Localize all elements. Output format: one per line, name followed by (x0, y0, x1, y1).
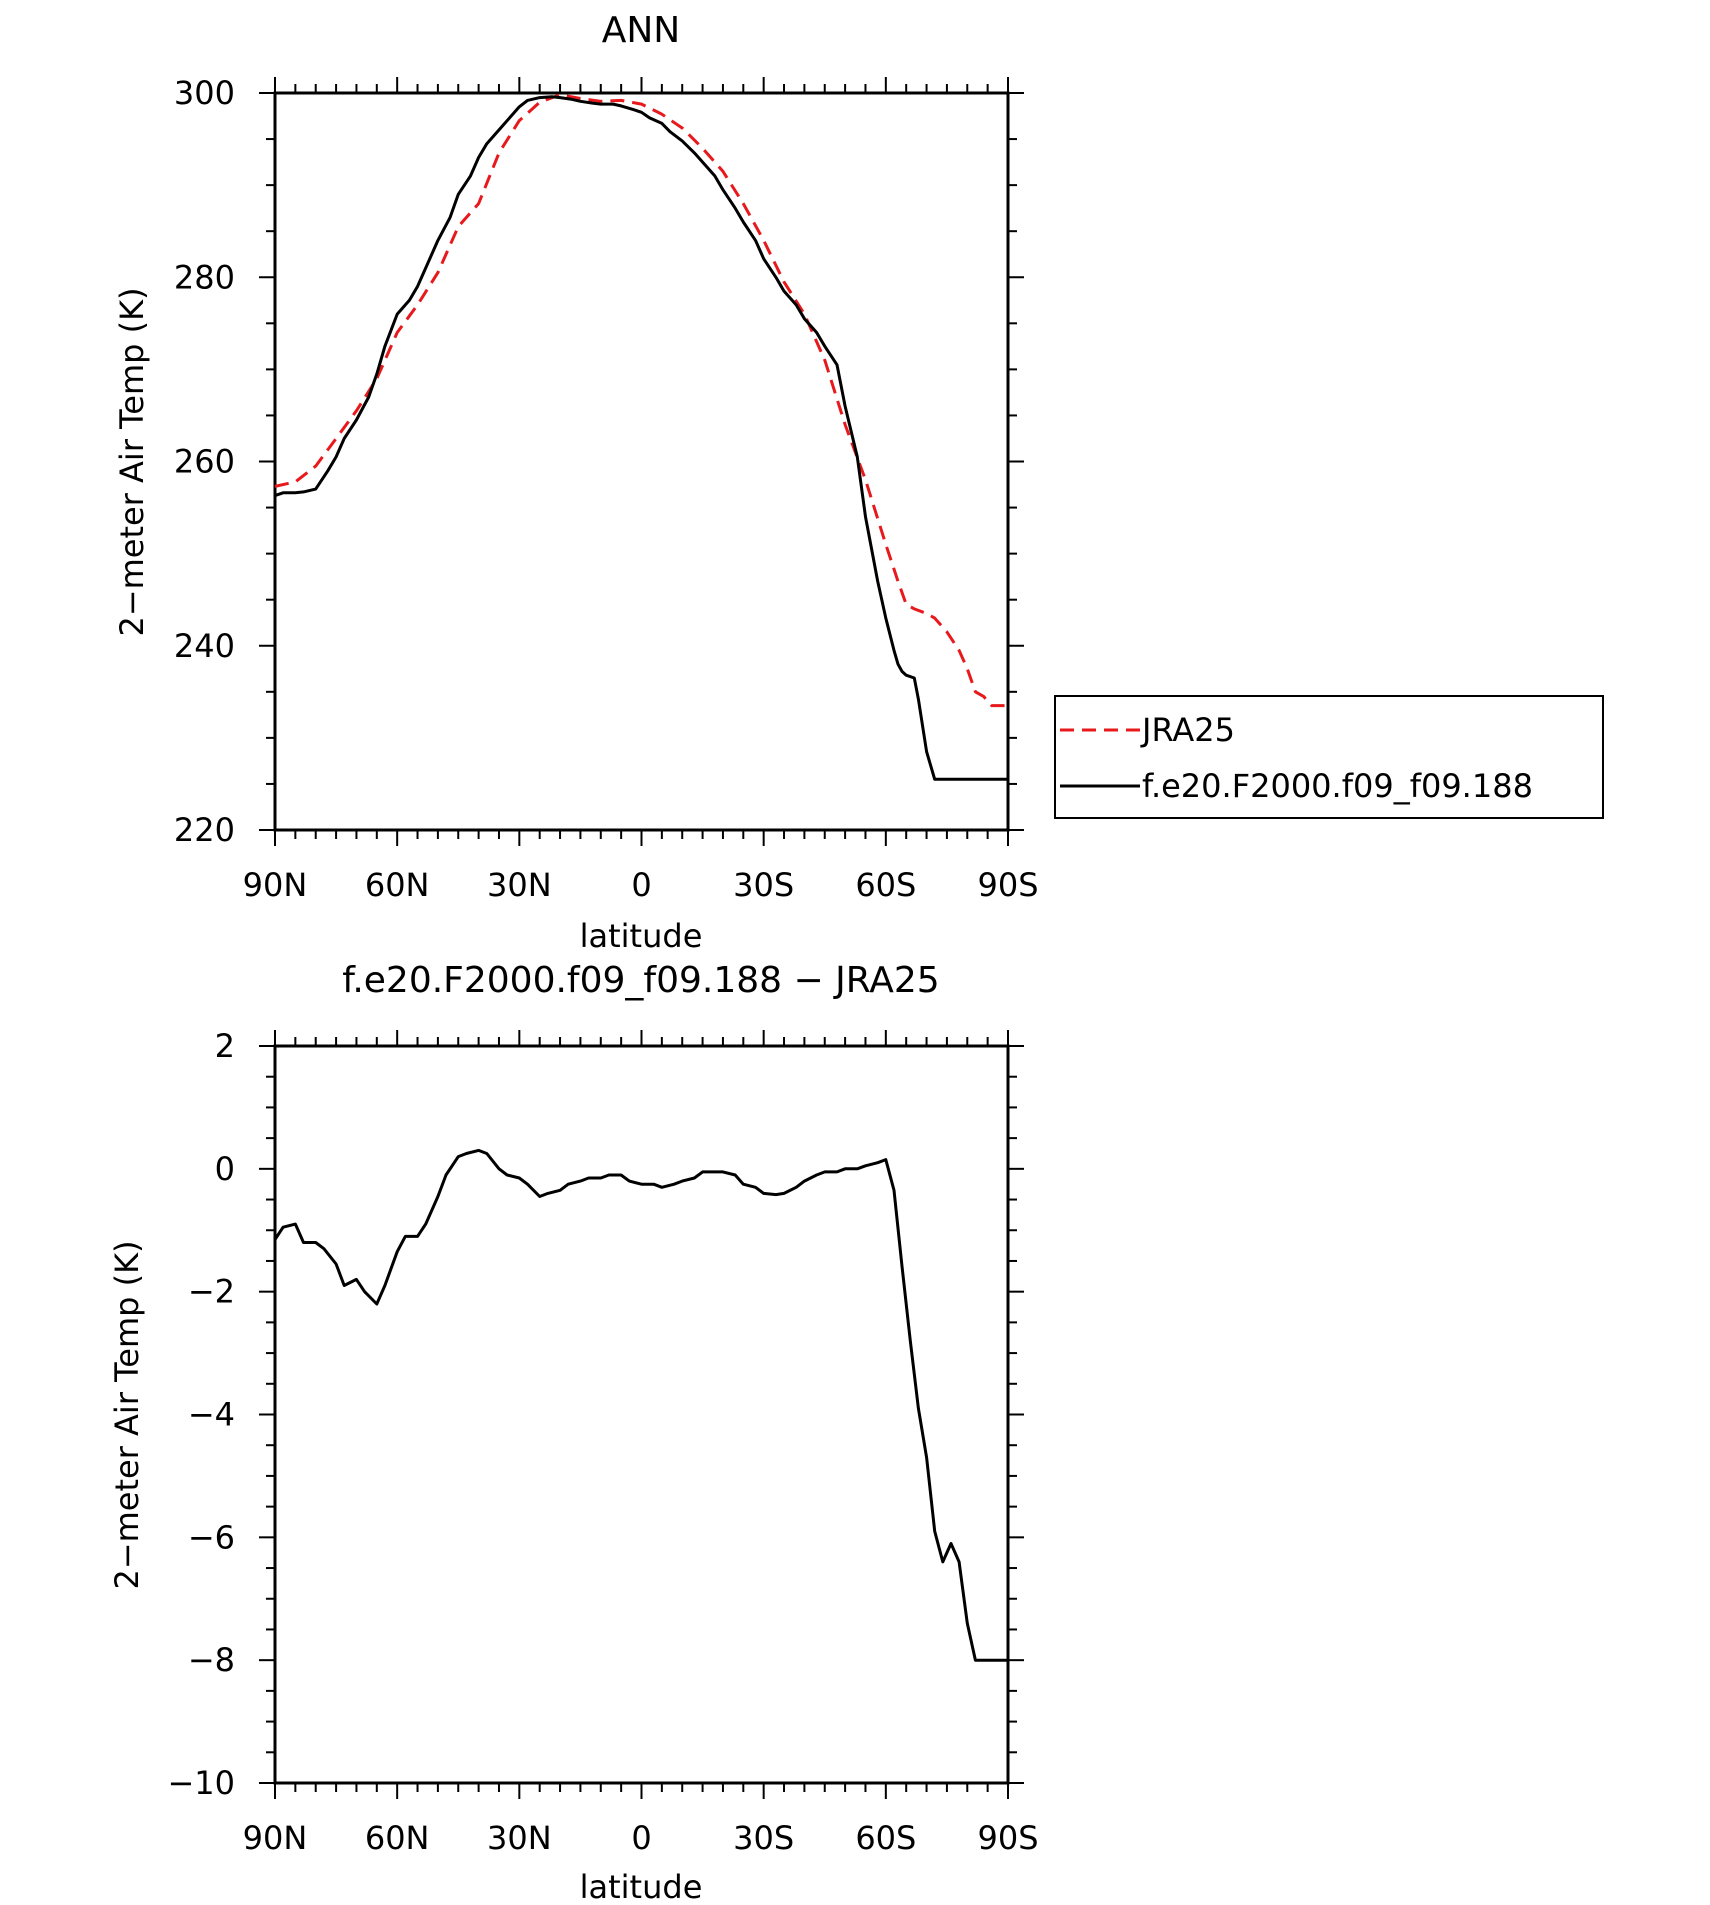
x-tick-label: 60N (365, 1819, 430, 1857)
bottom-x-axis-label: latitude (580, 1868, 703, 1905)
y-tick-label: 260 (174, 443, 235, 481)
y-tick-label: −8 (188, 1641, 235, 1679)
top-panel: ANN 90N 60N 30N 0 30S 60S 90S 220240260280300 … (113, 10, 1039, 955)
x-tick-label: 90S (977, 866, 1038, 904)
top-y-axis-label: 2−meter Air Temp (K) (113, 287, 151, 636)
x-tick-label: 60N (365, 866, 430, 904)
x-tick-label: 60S (855, 1819, 916, 1857)
legend-label-jra25: JRA25 (1140, 711, 1235, 749)
y-tick-label: 280 (174, 258, 235, 296)
series-line-difference (273, 1148, 1008, 1662)
x-tick-label: 60S (855, 866, 916, 904)
legend-box (1054, 695, 1604, 819)
x-tick-label: 90S (977, 1819, 1038, 1857)
x-tick-label: 30S (733, 1819, 794, 1857)
y-tick-label: 0 (215, 1150, 235, 1188)
top-series-lines (274, 93, 1008, 781)
y-tick-label: 220 (174, 811, 235, 849)
x-tick-label: 0 (631, 1819, 651, 1857)
y-tick-label: 300 (174, 74, 235, 112)
y-tick-label: −4 (188, 1396, 235, 1434)
x-tick-label: 30S (733, 866, 794, 904)
x-tick-label: 90N (243, 866, 308, 904)
series-line-f-e20-f2000-f09-f09-188 (274, 95, 1008, 781)
top-ticks (259, 77, 1024, 846)
x-tick-label: 90N (243, 1819, 308, 1857)
bottom-ticks (259, 1030, 1024, 1799)
top-panel-title: ANN (602, 10, 681, 51)
bottom-x-tick-labels: 90N 60N 30N 0 30S 60S 90S (243, 1819, 1039, 1857)
top-x-tick-labels: 90N 60N 30N 0 30S 60S 90S (243, 866, 1039, 904)
x-tick-label: 30N (487, 866, 552, 904)
y-tick-label: −10 (167, 1764, 235, 1802)
y-tick-label: −6 (188, 1518, 235, 1556)
x-tick-label: 30N (487, 1819, 552, 1857)
bottom-y-tick-labels: −10 −8 −6 −4 −2 0 2 (167, 1027, 235, 1802)
y-tick-label: 2 (215, 1027, 235, 1065)
bottom-plot-frame (273, 1044, 1010, 1785)
bottom-panel: f.e20.F2000.f09_f09.188 − JRA25 90N 60N 30… (108, 960, 1039, 1905)
x-tick-label: 0 (631, 866, 651, 904)
legend: JRA25 f.e20.F2000.f09_f09.188 (1054, 695, 1604, 819)
y-tick-label: −2 (188, 1273, 235, 1311)
bottom-series-lines (273, 1148, 1008, 1662)
legend-label-model: f.e20.F2000.f09_f09.188 (1142, 767, 1533, 805)
top-x-axis-label: latitude (580, 917, 703, 955)
bottom-panel-title: f.e20.F2000.f09_f09.188 − JRA25 (342, 960, 939, 1001)
bottom-y-axis-label: 2−meter Air Temp (K) (108, 1240, 146, 1589)
top-plot-frame (273, 91, 1010, 832)
y-tick-label: 240 (174, 627, 235, 665)
series-line-jra25 (274, 93, 1008, 708)
top-y-tick-labels: 220 240 260 280 300 (174, 74, 235, 849)
